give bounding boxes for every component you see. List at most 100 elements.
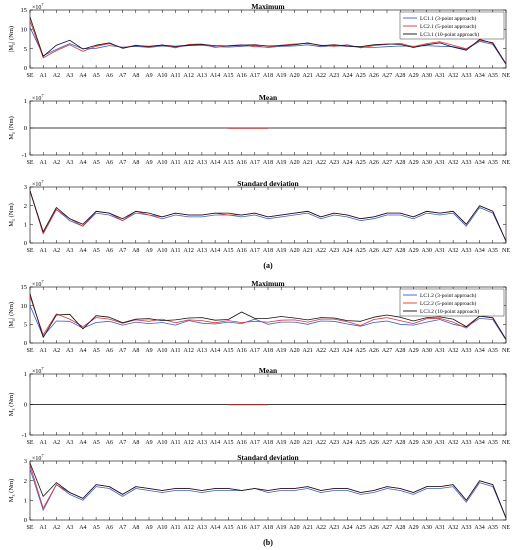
panel-title: Mean <box>259 366 278 375</box>
x-tick-label: A4 <box>79 525 86 531</box>
x-tick-label: A15 <box>223 160 233 166</box>
series-line-3 <box>29 462 507 519</box>
panel-title: Maximum <box>251 2 285 11</box>
panel-a-std: Standard deviation ×107 0 1 2 3 Mz (Nm) SE A1 A2 A… <box>8 179 510 254</box>
x-tick-label: A12 <box>183 525 193 531</box>
x-tick-label: A11 <box>170 440 180 446</box>
x-tick-label: A2 <box>53 160 60 166</box>
x-tick-label: A10 <box>157 440 167 446</box>
x-tick-label: A27 <box>382 160 392 166</box>
x-tick-label: A29 <box>408 525 418 531</box>
x-tick-label: A24 <box>342 73 352 79</box>
x-tick-label: A24 <box>342 248 352 254</box>
x-tick-label: A32 <box>448 248 458 254</box>
x-tick-label: A11 <box>170 73 180 79</box>
panel-title: Standard deviation <box>237 179 299 188</box>
y-tick-label: 5 <box>24 46 27 53</box>
x-tick-label: A13 <box>197 248 207 254</box>
x-tick-label: A19 <box>276 248 286 254</box>
x-tick-label: A6 <box>106 248 113 254</box>
legend-entry: LC3.2 (10-point approach) <box>420 308 479 315</box>
x-tick-label: A23 <box>329 440 339 446</box>
x-tick-label: A32 <box>448 160 458 166</box>
legend: LC1.1 (3-point approach)LC2.1 (5-point a… <box>399 11 505 40</box>
series-line-1 <box>29 190 507 242</box>
x-tick-label: A2 <box>53 73 60 79</box>
x-tick-label: A14 <box>210 160 220 166</box>
x-tick-label: A4 <box>79 73 86 79</box>
axis-exponent: ×107 <box>32 366 44 375</box>
x-tick-label: A10 <box>157 525 167 531</box>
x-tick-label: A33 <box>461 73 471 79</box>
x-tick-label: A6 <box>106 73 113 79</box>
x-tick-label: A25 <box>355 73 365 79</box>
x-tick-label: A28 <box>395 73 405 79</box>
x-tick-label: A22 <box>316 440 326 446</box>
x-tick-label: A7 <box>119 440 126 446</box>
series-line-2 <box>29 190 507 242</box>
x-tick-label: A14 <box>210 248 220 254</box>
x-tick-label: A35 <box>488 348 498 354</box>
x-tick-label: A5 <box>92 440 99 446</box>
x-tick-label: A1 <box>40 440 47 446</box>
x-tick-label: A3 <box>66 160 73 166</box>
x-tick-label: SE <box>26 160 33 166</box>
x-tick-label: A35 <box>488 160 498 166</box>
y-tick-label: 0 <box>24 65 27 72</box>
x-tick-label: SE <box>26 525 33 531</box>
series-line-1 <box>29 305 507 341</box>
x-tick-label: A11 <box>170 348 180 354</box>
x-tick-label: A21 <box>302 73 312 79</box>
legend-box <box>399 288 505 317</box>
x-tick-label: A34 <box>474 440 484 446</box>
x-tick-label: A13 <box>197 73 207 79</box>
x-tick-label: A21 <box>302 248 312 254</box>
y-tick-label: 0 <box>24 125 27 132</box>
x-tick-label: A26 <box>369 73 379 79</box>
panel-a-mean: Mean ×107 -1 0 1 Mz (Nm) SE A1 A2 A3 A4 A5 A6 A7 A8 A9 A… <box>8 93 510 166</box>
x-tick-label: A15 <box>223 348 233 354</box>
x-tick-label: A15 <box>223 73 233 79</box>
x-tick-label: A2 <box>53 440 60 446</box>
x-tick-label: A24 <box>342 348 352 354</box>
x-tick-label: A31 <box>435 440 445 446</box>
x-tick-label: A22 <box>316 525 326 531</box>
x-tick-label: A34 <box>474 525 484 531</box>
x-tick-label: A31 <box>435 73 445 79</box>
x-tick-label: A3 <box>66 248 73 254</box>
x-tick-label: A16 <box>236 525 246 531</box>
y-tick-label: 3 <box>24 458 27 465</box>
x-tick-label: A18 <box>263 73 273 79</box>
x-tick-label: A35 <box>488 73 498 79</box>
x-tick-label: A3 <box>66 440 73 446</box>
x-tick-label: A27 <box>382 525 392 531</box>
y-axis-label: |Mz| (Nm) <box>8 26 16 52</box>
x-tick-label: A19 <box>276 348 286 354</box>
y-tick-label: -1 <box>22 152 27 159</box>
y-tick-label: -1 <box>22 432 27 439</box>
x-tick-label: A3 <box>66 73 73 79</box>
x-tick-label: A14 <box>210 440 220 446</box>
x-tick-label: A12 <box>183 348 193 354</box>
x-tick-label: A10 <box>157 248 167 254</box>
x-tick-label: A21 <box>302 348 312 354</box>
x-tick-label: A19 <box>276 525 286 531</box>
y-tick-label: 10 <box>21 27 28 34</box>
x-tick-label: NE <box>502 248 510 254</box>
y-axis-label: Mz (Nm) <box>8 479 16 503</box>
x-tick-label: A23 <box>329 348 339 354</box>
x-tick-label: A32 <box>448 440 458 446</box>
x-tick-label: A15 <box>223 248 233 254</box>
x-tick-label: A28 <box>395 440 405 446</box>
x-tick-label: A2 <box>53 348 60 354</box>
x-tick-label: A1 <box>40 160 47 166</box>
x-tick-label: A28 <box>395 525 405 531</box>
x-tick-label: A9 <box>145 525 152 531</box>
x-tick-label: A8 <box>132 440 139 446</box>
x-tick-label: NE <box>502 440 510 446</box>
x-tick-label: A11 <box>170 248 180 254</box>
x-tick-label: A12 <box>183 248 193 254</box>
x-tick-label: NE <box>502 160 510 166</box>
x-tick-label: A31 <box>435 160 445 166</box>
x-tick-label: SE <box>26 440 33 446</box>
